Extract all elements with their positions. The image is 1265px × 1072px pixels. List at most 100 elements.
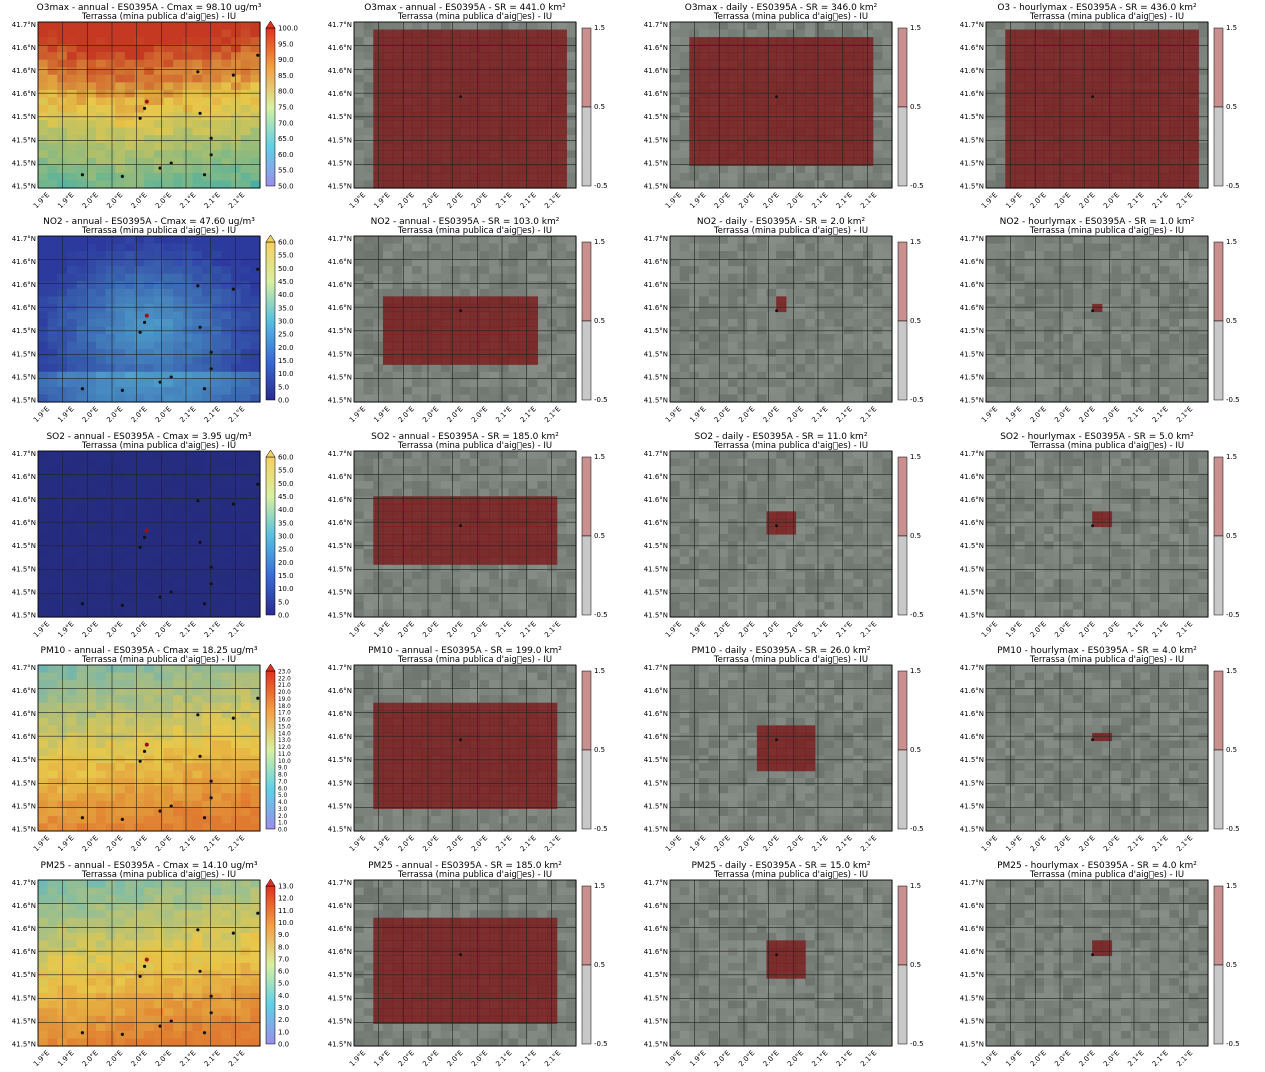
sr-cell xyxy=(1053,74,1064,83)
sr-cell xyxy=(834,74,845,83)
sr-cell xyxy=(489,44,500,53)
sr-cell xyxy=(1169,97,1180,106)
terrain-cell xyxy=(354,44,365,53)
terrain-cell xyxy=(795,266,806,275)
sr-cell xyxy=(1034,135,1045,144)
sr-cell xyxy=(450,334,461,343)
terrain-cell xyxy=(566,82,577,91)
sr-cell xyxy=(1169,157,1180,166)
terrain-cell xyxy=(882,67,893,76)
field-cell xyxy=(240,82,251,91)
sr-cell xyxy=(440,172,452,182)
sr-cell xyxy=(518,304,529,313)
target-station-marker xyxy=(144,314,149,319)
field-cell xyxy=(240,142,251,151)
colorbar-tick-label: 95.0 xyxy=(278,40,294,48)
field-cell xyxy=(115,251,126,260)
terrain-cell xyxy=(679,281,690,290)
sr-cell xyxy=(1179,104,1190,114)
sr-cell xyxy=(479,89,490,99)
field-cell xyxy=(76,67,87,76)
sr-cell xyxy=(1169,44,1180,53)
field-cell xyxy=(47,387,58,396)
sr-cell xyxy=(489,150,500,159)
sr-cell xyxy=(756,127,768,136)
terrain-cell xyxy=(382,281,394,290)
sr-cell xyxy=(508,304,519,313)
terrain-cell xyxy=(1034,21,1045,31)
sr-cell xyxy=(863,97,874,106)
terrain-cell xyxy=(460,281,471,290)
terrain-cell xyxy=(872,236,883,245)
field-cell xyxy=(240,157,251,166)
terrain-cell xyxy=(363,364,374,373)
terrain-cell xyxy=(882,251,893,260)
sr-cell xyxy=(1101,135,1113,144)
field-cell xyxy=(47,251,58,260)
field-cell xyxy=(250,364,261,373)
terrain-cell xyxy=(882,304,893,313)
field-cell xyxy=(66,281,78,290)
sr-cell xyxy=(698,104,710,114)
field-cell xyxy=(86,67,97,76)
sr-cell xyxy=(708,89,719,99)
sr-cell xyxy=(469,97,481,106)
field-cell xyxy=(211,37,222,46)
field-cell xyxy=(124,21,136,31)
field-cell xyxy=(250,157,261,166)
sr-cell xyxy=(708,67,719,76)
sr-cell xyxy=(853,82,864,91)
sr-cell xyxy=(1179,142,1190,151)
sr-cell xyxy=(508,67,519,76)
sr-cell xyxy=(1111,120,1122,129)
sr-cell xyxy=(498,180,510,189)
sr-cell xyxy=(489,180,500,189)
sr-cell xyxy=(402,296,413,305)
field-cell xyxy=(153,89,165,99)
sr-cell xyxy=(556,29,567,38)
field-cell xyxy=(231,67,242,76)
sr-cell xyxy=(795,89,806,99)
sr-cell xyxy=(498,334,510,343)
field-cell xyxy=(221,104,232,114)
terrain-cell xyxy=(392,394,403,403)
sr-cell xyxy=(1043,89,1055,99)
sr-cell xyxy=(747,142,758,151)
sr-cell xyxy=(460,349,471,358)
y-tick-label: 41.6°N xyxy=(328,67,352,75)
terrain-cell xyxy=(727,319,739,328)
sr-cell xyxy=(469,89,481,99)
sr-cell xyxy=(1188,44,1199,53)
terrain-cell xyxy=(776,259,787,268)
terrain-cell xyxy=(882,37,893,46)
field-cell xyxy=(115,364,126,373)
field-cell xyxy=(95,289,107,298)
field-cell xyxy=(240,319,251,328)
terrain-cell xyxy=(566,274,577,283)
y-tick-label: 41.6°N xyxy=(328,90,352,98)
field-cell xyxy=(105,364,116,373)
field-cell xyxy=(105,266,116,275)
field-cell xyxy=(173,379,184,388)
terrain-cell xyxy=(727,259,739,268)
field-cell xyxy=(192,142,203,151)
field-cell xyxy=(115,29,126,38)
sr-cell xyxy=(1111,97,1122,106)
y-tick-label: 41.5°N xyxy=(328,136,352,144)
target-station-marker xyxy=(144,99,149,104)
sr-cell xyxy=(392,104,403,114)
x-tick-label: 2.0°E xyxy=(762,191,781,210)
field-cell xyxy=(47,67,58,76)
sr-cell xyxy=(411,311,423,320)
terrain-cell xyxy=(537,342,548,351)
terrain-cell xyxy=(547,349,558,358)
sr-cell xyxy=(727,104,739,114)
field-cell xyxy=(95,266,107,275)
field-cell xyxy=(115,379,126,388)
field-cell xyxy=(211,334,222,343)
field-cell xyxy=(240,357,251,366)
sr-cell xyxy=(537,135,548,144)
sr-cell xyxy=(1188,180,1199,189)
sr-cell xyxy=(1092,172,1103,182)
terrain-cell xyxy=(995,67,1006,76)
